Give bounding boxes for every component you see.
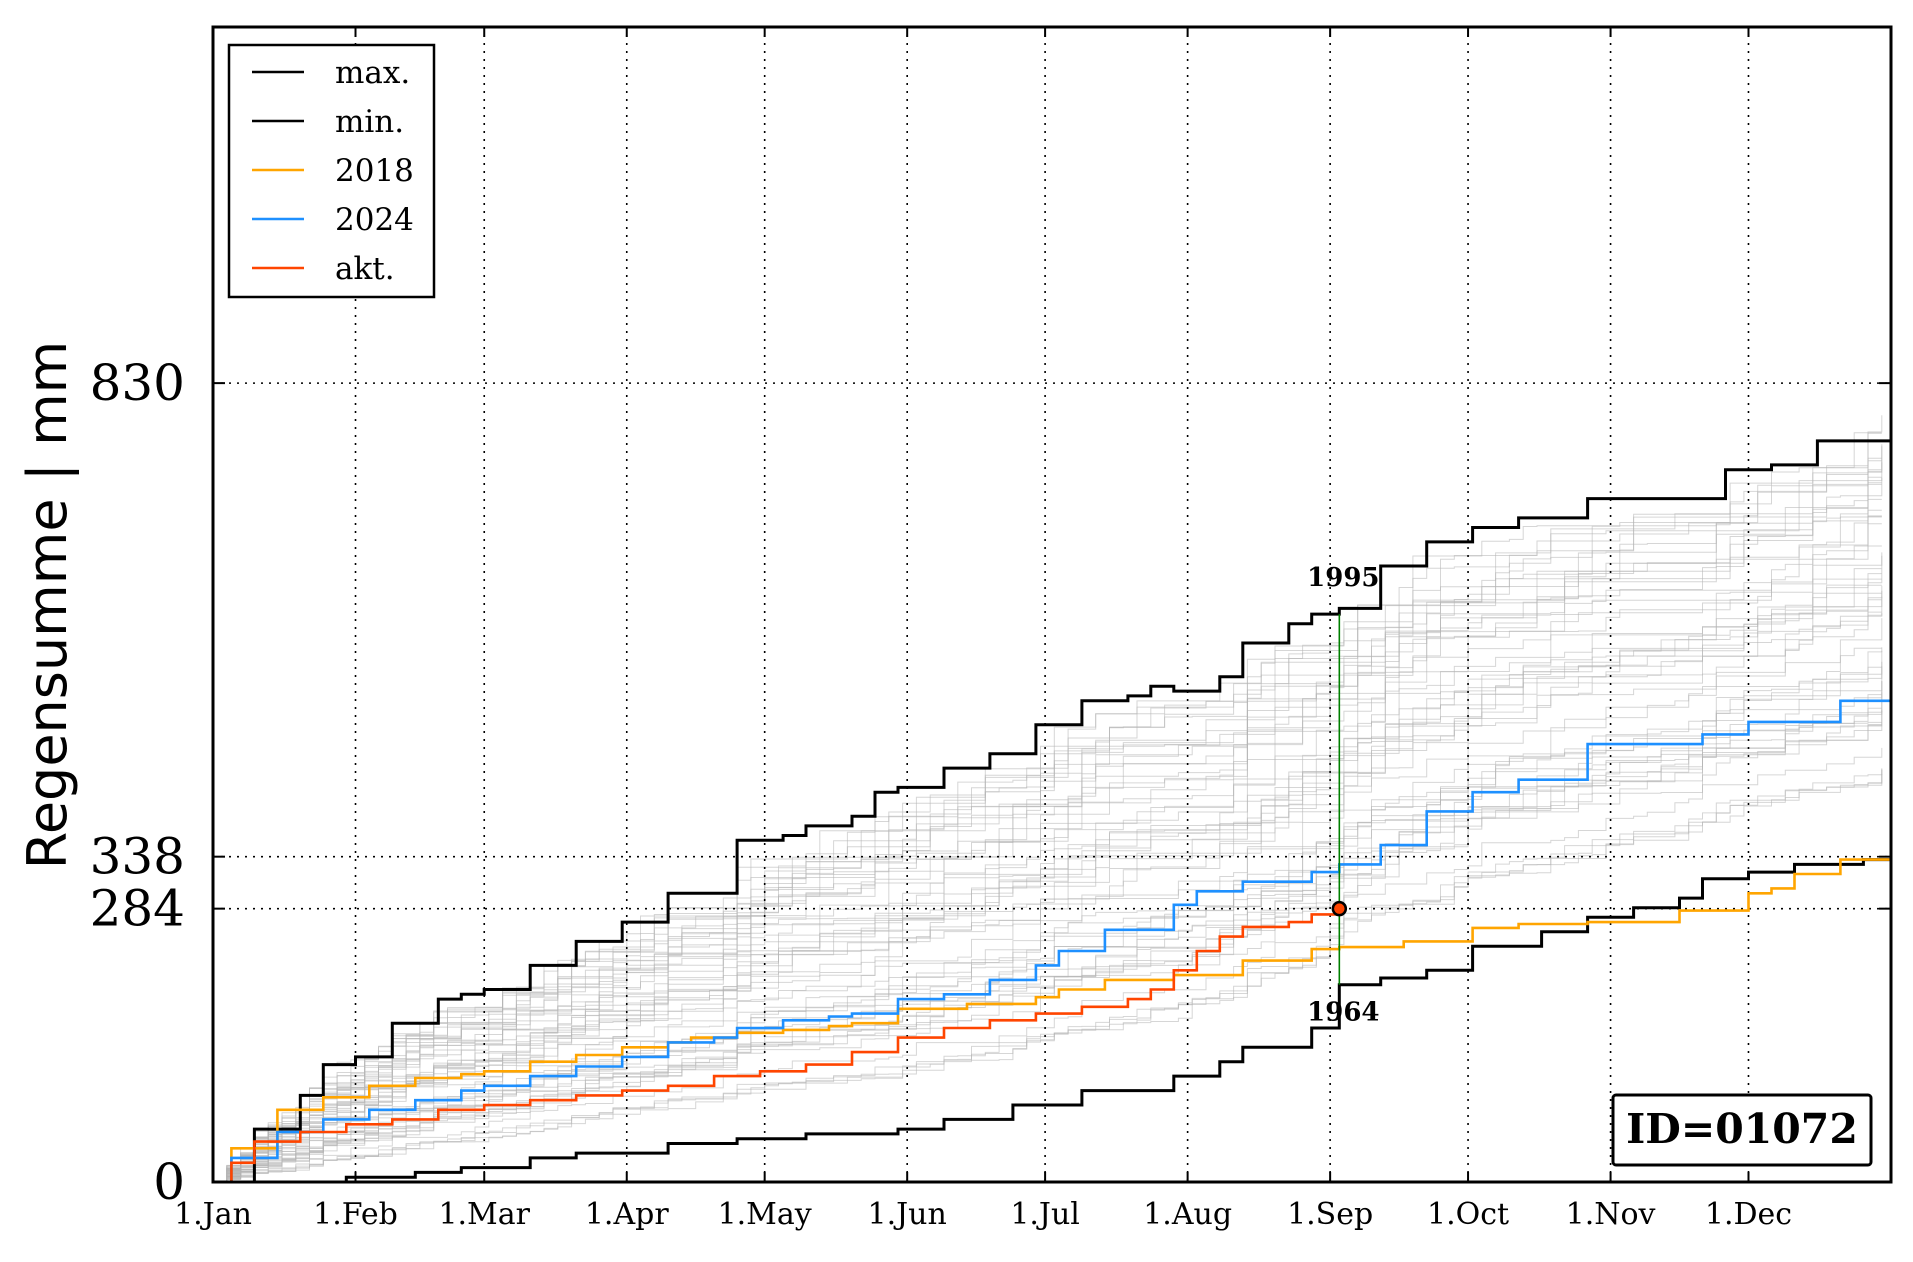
historical-year-line bbox=[213, 523, 1882, 1183]
y-tick-label: 284 bbox=[90, 880, 185, 938]
series-line-min bbox=[213, 840, 1893, 1184]
historical-year-line bbox=[213, 578, 1882, 1183]
historical-year-line bbox=[213, 545, 1882, 1183]
station-id-frame bbox=[1611, 1093, 1873, 1167]
y-tick-label: 338 bbox=[90, 828, 185, 886]
x-tick-label: 1.Jul bbox=[1010, 1197, 1080, 1232]
series-line-2024 bbox=[213, 691, 1893, 1184]
historical-year-line bbox=[213, 444, 1883, 1183]
historical-year-line bbox=[213, 515, 1882, 1183]
historical-year-line bbox=[213, 555, 1883, 1183]
current-value-dot bbox=[1331, 900, 1348, 917]
y-axis-label: Regensumme | mm bbox=[16, 341, 79, 870]
x-tick-label: 1.Nov bbox=[1566, 1197, 1656, 1232]
historical-year-line bbox=[213, 457, 1882, 1183]
legend-label: akt. bbox=[335, 251, 395, 287]
y-tick-label: 830 bbox=[90, 354, 185, 412]
historical-year-line bbox=[213, 773, 1883, 1183]
x-tick-label: 1.Jan bbox=[174, 1197, 252, 1232]
x-tick-label: 1.Apr bbox=[585, 1197, 669, 1232]
station-id-box: ID=01072 bbox=[1611, 1093, 1873, 1167]
historical-year-line bbox=[213, 515, 1882, 1183]
x-tick-label: 1.Jun bbox=[868, 1197, 947, 1232]
historical-year-line bbox=[213, 446, 1883, 1183]
plot-border bbox=[211, 25, 1893, 1184]
historical-year-line bbox=[213, 647, 1883, 1183]
x-tick-label: 1.May bbox=[718, 1197, 812, 1232]
historical-year-line bbox=[213, 498, 1882, 1183]
historical-year-line bbox=[213, 647, 1882, 1183]
min-year-label: 1964 bbox=[1307, 998, 1379, 1028]
historical-year-line bbox=[213, 618, 1883, 1183]
series-lines bbox=[213, 383, 1893, 1184]
x-tick-label: 1.Mar bbox=[438, 1197, 530, 1232]
plot-frame bbox=[211, 25, 1893, 1184]
legend-label: 2024 bbox=[335, 202, 414, 238]
x-tick-label: 1.Feb bbox=[313, 1197, 398, 1232]
historical-year-line bbox=[213, 721, 1882, 1183]
series-line-akt bbox=[213, 908, 1341, 1184]
y-tick-label: 0 bbox=[153, 1153, 185, 1211]
legend-label: 2018 bbox=[335, 153, 414, 189]
station-id-label: ID=01072 bbox=[1626, 1105, 1858, 1153]
historical-year-line bbox=[213, 613, 1883, 1183]
x-tick-label: 1.Dec bbox=[1705, 1197, 1792, 1232]
historical-year-line bbox=[213, 680, 1883, 1183]
x-tick-label: 1.Aug bbox=[1143, 1197, 1232, 1232]
historical-years-lines bbox=[213, 415, 1883, 1183]
x-axis-ticks: 1.Jan 1.Feb 1.Mar 1.Apr 1.May 1.Jun 1.Jul 1.Aug… bbox=[174, 27, 1792, 1232]
current-day-markers: 1995 1964 bbox=[1307, 563, 1379, 1028]
historical-year-line bbox=[213, 477, 1883, 1183]
historical-year-line bbox=[213, 599, 1882, 1183]
historical-year-line bbox=[213, 747, 1883, 1183]
legend-label: min. bbox=[335, 104, 404, 140]
historical-year-line bbox=[213, 482, 1882, 1183]
legend: max. min. 2018 2024 akt. bbox=[227, 43, 436, 299]
historical-year-line bbox=[213, 724, 1882, 1183]
x-tick-label: 1.Sep bbox=[1287, 1197, 1373, 1232]
x-tick-label: 1.Oct bbox=[1427, 1197, 1509, 1232]
max-year-label: 1995 bbox=[1307, 563, 1379, 593]
series-line-max bbox=[213, 383, 1893, 1184]
series-line-2018 bbox=[213, 845, 1893, 1184]
legend-label: max. bbox=[335, 55, 410, 91]
